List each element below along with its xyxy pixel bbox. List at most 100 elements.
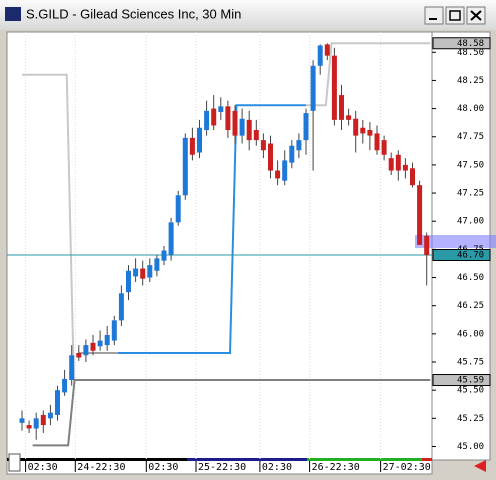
candle-body [97, 340, 103, 347]
candle-body [62, 378, 68, 393]
candle-body [303, 113, 309, 141]
candle-body [26, 425, 32, 429]
candle-body [147, 265, 153, 278]
level-line [117, 104, 306, 354]
close-button[interactable] [466, 6, 486, 25]
y-tick-label: 48.00 [457, 104, 484, 114]
candle-body [353, 118, 359, 136]
candle-body [260, 140, 266, 151]
y-tick-label: 45.25 [457, 414, 484, 424]
candle-body [225, 106, 231, 130]
candle-body [317, 45, 323, 66]
candle-body [289, 145, 295, 163]
session-bar [7, 458, 187, 461]
price-marker-label: 46.70 [457, 251, 484, 261]
y-tick-label: 45.75 [457, 358, 484, 368]
x-tick-label: 24-22:30 [77, 462, 125, 473]
window-title: S.GILD - Gilead Sciences Inc, 30 Min [26, 6, 241, 21]
x-tick-label: 25-22:30 [198, 462, 246, 473]
candle-body [33, 418, 39, 429]
y-tick-label: 47.00 [457, 217, 484, 227]
y-tick-label: 47.25 [457, 189, 484, 199]
app-icon[interactable] [5, 7, 21, 21]
candle-body [395, 154, 401, 171]
candle-body [275, 170, 281, 179]
x-tick-label: 27-02:30 [383, 462, 431, 473]
price-marker-label: 48.58 [457, 39, 484, 49]
session-bar [307, 458, 422, 461]
y-tick-label: 45.50 [457, 386, 484, 396]
candle-body [417, 185, 423, 245]
candle-body [367, 129, 373, 136]
plot-area [6, 31, 433, 461]
candle-body [175, 195, 181, 223]
candle-body [47, 412, 53, 419]
level-line [306, 42, 431, 107]
candle-body [268, 143, 273, 171]
candle-body [253, 129, 259, 141]
y-tick-label: 45.00 [457, 442, 484, 452]
x-tick-label: 02:30 [28, 462, 58, 473]
y-tick-label: 46.00 [457, 329, 484, 339]
scroll-arrow[interactable] [474, 460, 486, 472]
candle-body [239, 118, 245, 136]
candle-body [133, 268, 139, 277]
candle-body [204, 110, 210, 130]
y-tick-label: 46.50 [457, 273, 484, 283]
candle-body [55, 390, 60, 415]
candle-body [126, 270, 131, 293]
y-tick-label: 47.50 [457, 160, 484, 170]
candle-body [374, 133, 380, 151]
candle-body [388, 158, 394, 171]
level-line [22, 73, 75, 381]
y-tick-label: 48.50 [457, 48, 484, 58]
candle-body [189, 137, 195, 155]
scroll-box[interactable] [8, 453, 21, 472]
candle-body [402, 164, 408, 171]
candle-body [118, 293, 124, 321]
candle-body [161, 250, 167, 261]
candle-body [410, 168, 415, 186]
candle-body [424, 235, 430, 256]
candle-body [296, 140, 302, 151]
session-bar [187, 458, 307, 461]
price-marker [432, 374, 491, 387]
candle-body [40, 414, 46, 426]
price-marker-label: 45.59 [457, 376, 484, 386]
chart: 45.0045.2545.5045.7546.0046.2546.5046.75… [7, 32, 491, 473]
candle-body [346, 115, 352, 120]
maximize-button[interactable] [445, 6, 465, 25]
candle-body [324, 44, 330, 56]
session-bar [422, 458, 432, 461]
candle-body [76, 353, 82, 358]
x-tick-label: 26-22:30 [312, 462, 360, 473]
candle-body [218, 106, 224, 112]
candle-body [232, 110, 238, 136]
candle-body [111, 320, 117, 341]
level-line [32, 379, 431, 447]
title-bar [0, 0, 496, 30]
candle-body [339, 95, 344, 120]
candle-body [331, 55, 337, 120]
candle-body [360, 127, 366, 134]
candle-body [90, 342, 96, 351]
candle-body [182, 137, 188, 196]
price-highlight [415, 235, 496, 248]
candle-body [154, 258, 160, 271]
y-tick-label: 48.25 [457, 76, 484, 86]
minimize-button[interactable] [424, 6, 444, 25]
candle-body [211, 108, 217, 126]
x-tick-label: 02:30 [148, 462, 178, 473]
candle-body [197, 127, 202, 153]
price-marker [432, 249, 491, 262]
candle-body [104, 334, 110, 346]
candle-body [246, 119, 252, 141]
candle-body [168, 222, 174, 256]
candle-body [310, 65, 316, 111]
price-marker [432, 37, 491, 50]
y-tick-label: 46.25 [457, 301, 484, 311]
candle-body [282, 160, 288, 181]
y-tick-label: 47.75 [457, 132, 484, 142]
candle-body [83, 345, 89, 356]
